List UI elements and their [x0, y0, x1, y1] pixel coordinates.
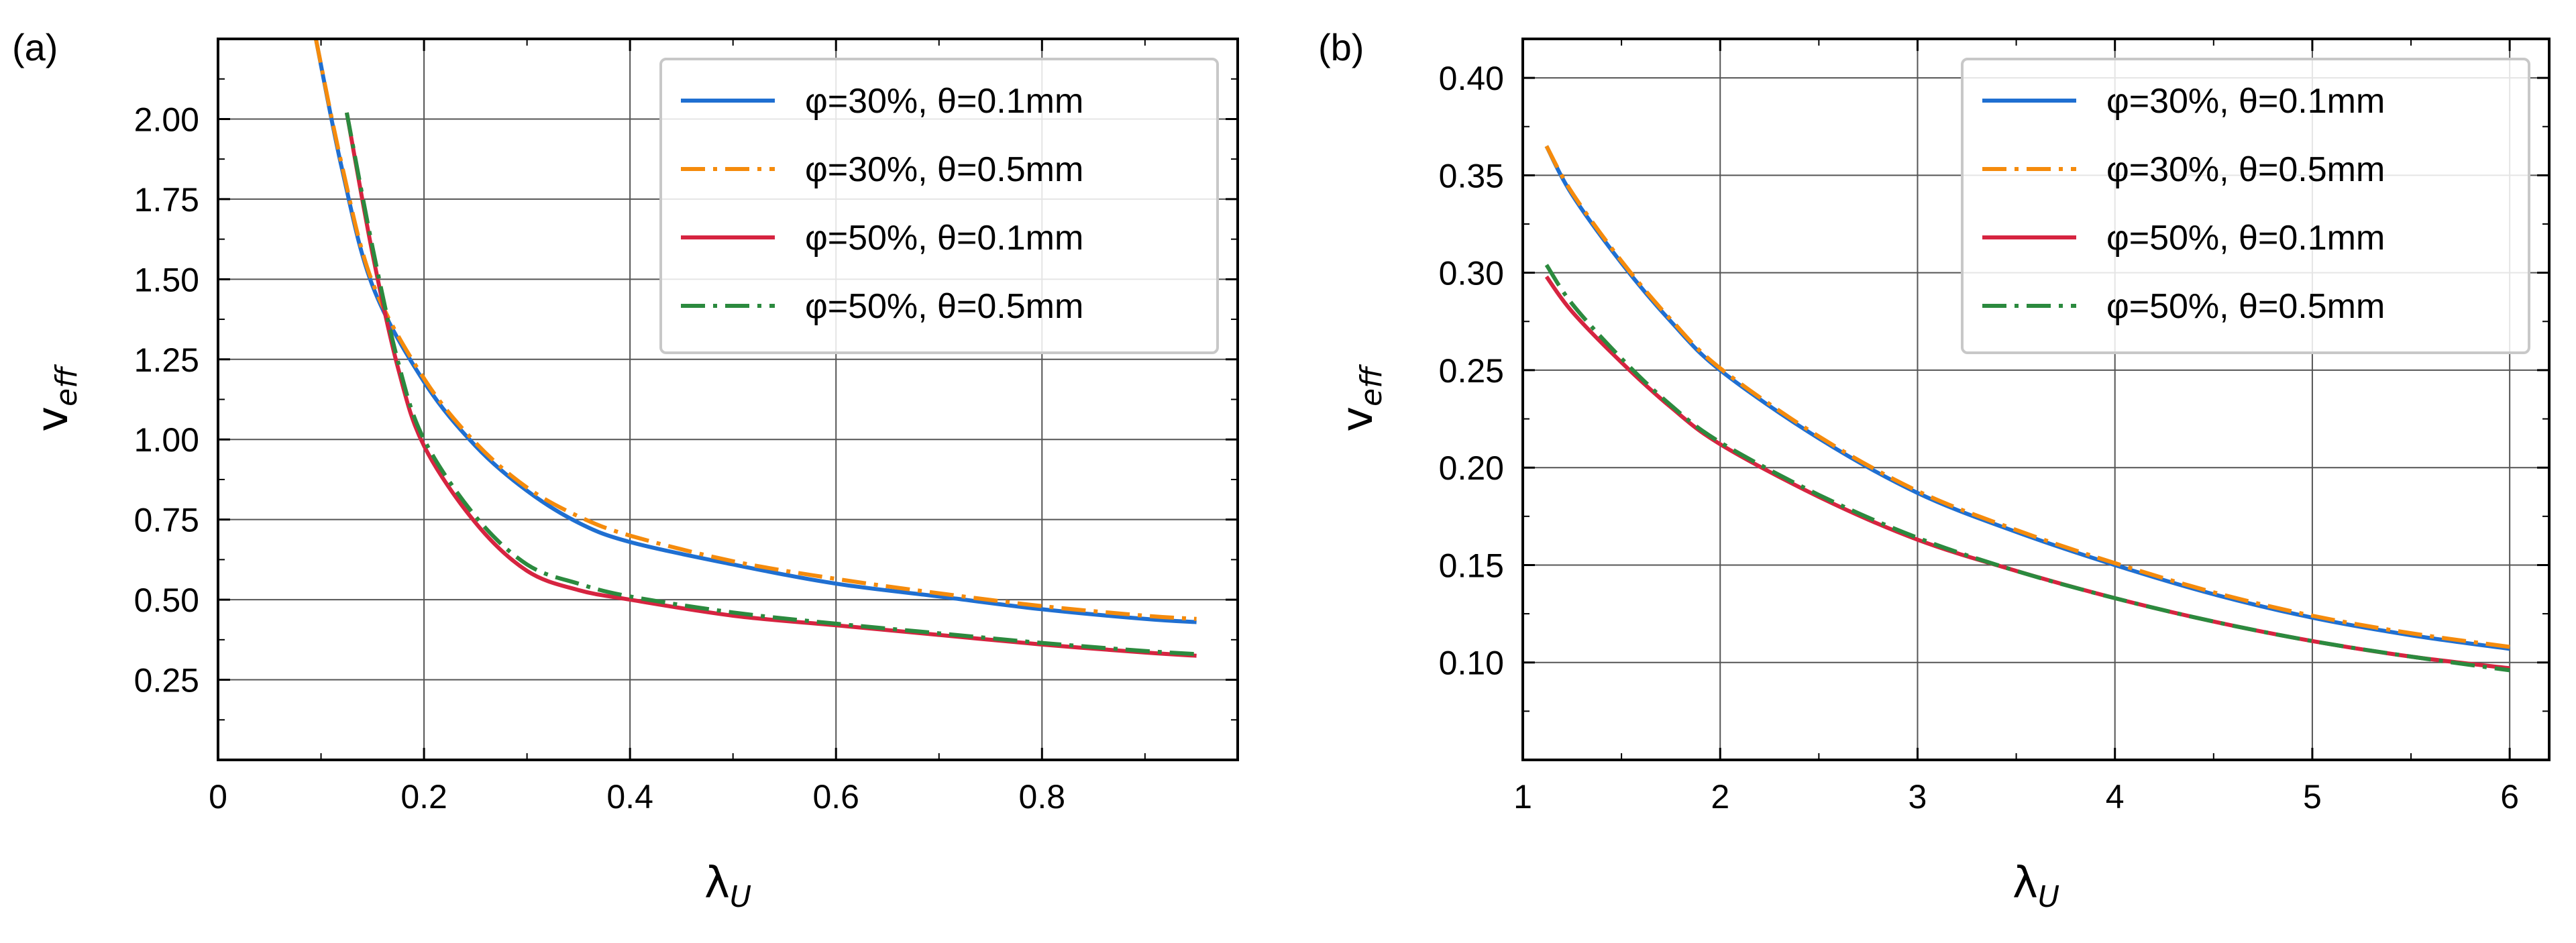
legend-label-1: φ=30%, θ=0.1mm	[2106, 82, 2385, 121]
panel-label-a: (a)	[12, 26, 58, 68]
y-tick-label: 0.10	[1439, 645, 1504, 682]
x-axis-label-a: λU	[704, 858, 751, 914]
y-tick-label: 0.50	[134, 581, 199, 619]
plot-frame-a	[217, 38, 1239, 761]
x-axis-label-b: λU	[2012, 858, 2059, 914]
series-line-2	[1544, 145, 2510, 649]
legend-label-3: φ=50%, θ=0.1mm	[2106, 219, 2385, 258]
y-tick-label: 0.75	[134, 502, 199, 539]
legend-label-2: φ=30%, θ=0.5mm	[805, 150, 1083, 189]
y-tick-label: 0.20	[1439, 449, 1504, 487]
legend-box	[659, 58, 1219, 354]
x-tick-label: 0	[209, 778, 227, 816]
y-tick-label: 1.75	[134, 181, 199, 219]
legend-box	[1961, 58, 2530, 354]
y-tick-label: 2.00	[134, 101, 199, 138]
x-tick-label: 6	[2500, 778, 2519, 816]
x-tick-label: 5	[2303, 778, 2322, 816]
panel-label-b: (b)	[1318, 26, 1364, 68]
y-tick-label: 1.25	[134, 341, 199, 379]
y-tick-label: 0.25	[134, 662, 199, 700]
x-tick-label: 4	[2106, 778, 2125, 816]
legend-label-4: φ=50%, θ=0.5mm	[805, 287, 1083, 326]
y-tick-label: 1.00	[134, 421, 199, 459]
x-tick-label: 0.8	[1019, 778, 1066, 816]
series-line-1	[313, 39, 1197, 624]
x-tick-label: 2	[1711, 778, 1729, 816]
y-axis-label-b: veff	[1333, 364, 1389, 432]
legend-a: φ=30%, θ=0.1mm φ=30%, θ=0.5mm φ=50%, θ=0.1…	[659, 58, 1219, 354]
y-tick-label: 0.25	[1439, 352, 1504, 390]
y-tick-label: 0.30	[1439, 255, 1504, 292]
panel-a: (a) 0 0.2 0.4 0.6 0.8 0.25 0.50 0.75 1.00 1.25 1.5…	[12, 26, 1239, 914]
x-tick-label: 0.4	[606, 778, 653, 816]
legend-b: φ=30%, θ=0.1mm φ=30%, θ=0.5mm φ=50%, θ=0.1…	[1961, 58, 2530, 354]
legend-label-4: φ=50%, θ=0.5mm	[2106, 287, 2385, 326]
plot-frame-b	[1521, 38, 2551, 761]
y-axis-label-a: veff	[28, 364, 84, 432]
x-tick-label: 1	[1513, 778, 1532, 816]
legend-label-2: φ=30%, θ=0.5mm	[2106, 150, 2385, 189]
legend-label-3: φ=50%, θ=0.1mm	[805, 219, 1083, 258]
series-group-b	[1544, 145, 2510, 673]
y-tick-label: 0.35	[1439, 157, 1504, 195]
x-tick-label: 0.6	[812, 778, 859, 816]
y-tick-label: 0.40	[1439, 60, 1504, 97]
panel-b: (b) 1 2 3 4 5 6 0.10 0.15 0.20 0.25 0.30 0.35 0.40 λ…	[1318, 26, 2551, 914]
series-line-4	[344, 112, 1197, 657]
x-tick-label: 3	[1909, 778, 1927, 816]
series-line-2	[313, 39, 1197, 621]
x-tick-label: 0.2	[400, 778, 447, 816]
series-group-a	[313, 39, 1197, 658]
legend-label-1: φ=30%, θ=0.1mm	[805, 82, 1083, 121]
y-tick-label: 0.15	[1439, 547, 1504, 584]
y-tick-label: 1.50	[134, 261, 199, 298]
series-line-4	[1544, 264, 2510, 673]
